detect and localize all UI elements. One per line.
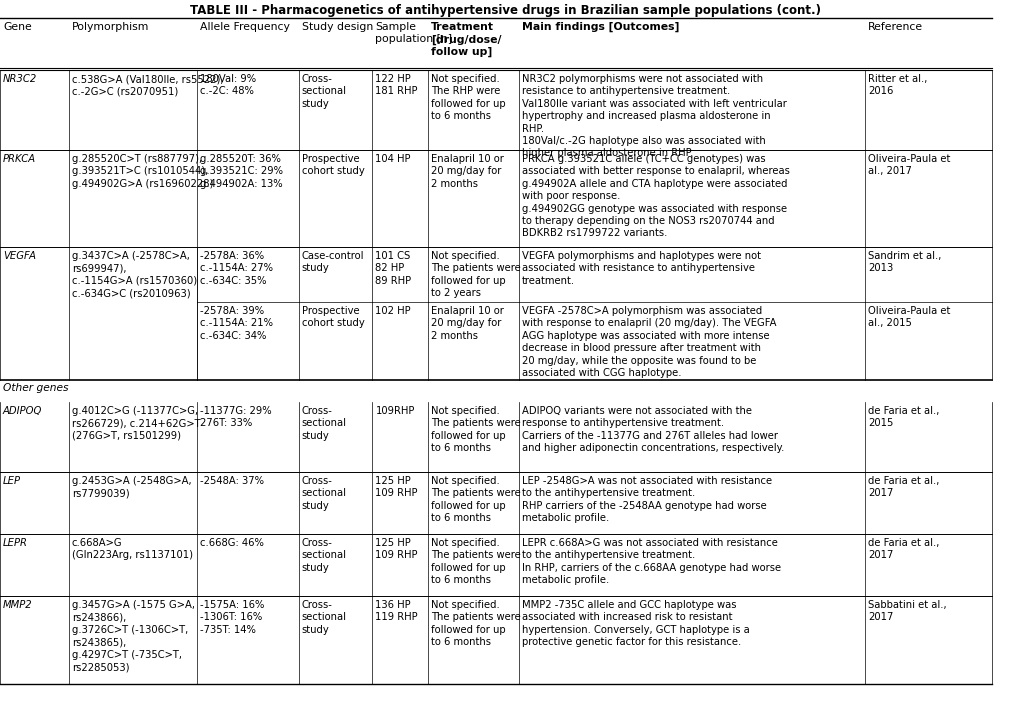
Text: Case-control
study: Case-control study	[301, 251, 364, 273]
Text: Sample
population [n]: Sample population [n]	[375, 22, 452, 44]
Text: 101 CS
82 HP
89 RHP: 101 CS 82 HP 89 RHP	[375, 251, 411, 286]
Text: PRKCA g.393521C allele (TC+CC genotypes) was
associated with better response to : PRKCA g.393521C allele (TC+CC genotypes)…	[522, 154, 790, 238]
Text: ADIPOQ variants were not associated with the
response to antihypertensive treatm: ADIPOQ variants were not associated with…	[522, 406, 784, 453]
Text: g.3437C>A (-2578C>A,
rs699947),
c.-1154G>A (rs1570360)
c.-634G>C (rs2010963): g.3437C>A (-2578C>A, rs699947), c.-1154G…	[72, 251, 197, 298]
Text: c.538G>A (Val180Ile, rs5522),
c.-2G>C (rs2070951): c.538G>A (Val180Ile, rs5522), c.-2G>C (r…	[72, 74, 223, 96]
Text: Not specified.
The patients were
followed for up
to 6 months: Not specified. The patients were followe…	[431, 538, 521, 585]
Text: -2578A: 39%
c.-1154A: 21%
c.-634C: 34%: -2578A: 39% c.-1154A: 21% c.-634C: 34%	[200, 306, 273, 341]
Text: LEP: LEP	[3, 476, 21, 486]
Text: Oliveira-Paula et
al., 2015: Oliveira-Paula et al., 2015	[867, 306, 949, 329]
Text: Sandrim et al.,
2013: Sandrim et al., 2013	[867, 251, 940, 273]
Text: Prospective
cohort study: Prospective cohort study	[301, 306, 364, 329]
Text: LEPR: LEPR	[3, 538, 28, 548]
Text: -2578A: 36%
c.-1154A: 27%
c.-634C: 35%: -2578A: 36% c.-1154A: 27% c.-634C: 35%	[200, 251, 273, 286]
Text: Gene: Gene	[3, 22, 31, 32]
Text: 180Val: 9%
c.-2C: 48%: 180Val: 9% c.-2C: 48%	[200, 74, 256, 96]
Text: Not specified.
The patients were
followed for up
to 6 months: Not specified. The patients were followe…	[431, 476, 521, 523]
Text: Allele Frequency: Allele Frequency	[200, 22, 290, 32]
Text: Polymorphism: Polymorphism	[72, 22, 149, 32]
Text: Main findings [Outcomes]: Main findings [Outcomes]	[522, 22, 678, 32]
Text: 125 HP
109 RHP: 125 HP 109 RHP	[375, 538, 418, 560]
Text: Cross-
sectional
study: Cross- sectional study	[301, 476, 346, 511]
Text: -1575A: 16%
-1306T: 16%
-735T: 14%: -1575A: 16% -1306T: 16% -735T: 14%	[200, 600, 265, 635]
Text: ADIPOQ: ADIPOQ	[3, 406, 42, 416]
Text: Cross-
sectional
study: Cross- sectional study	[301, 600, 346, 635]
Text: Enalapril 10 or
20 mg/day for
2 months: Enalapril 10 or 20 mg/day for 2 months	[431, 154, 503, 189]
Text: g.4012C>G (-11377C>G,
rs266729), c.214+62G>T
(276G>T, rs1501299): g.4012C>G (-11377C>G, rs266729), c.214+6…	[72, 406, 200, 441]
Text: VEGFA polymorphisms and haplotypes were not
associated with resistance to antihy: VEGFA polymorphisms and haplotypes were …	[522, 251, 760, 286]
Text: Cross-
sectional
study: Cross- sectional study	[301, 538, 346, 573]
Text: Ritter et al.,
2016: Ritter et al., 2016	[867, 74, 927, 96]
Text: Not specified.
The patients were
followed for up
to 2 years: Not specified. The patients were followe…	[431, 251, 521, 298]
Text: -11377G: 29%
276T: 33%: -11377G: 29% 276T: 33%	[200, 406, 272, 429]
Text: PRKCA: PRKCA	[3, 154, 36, 164]
Text: -2548A: 37%: -2548A: 37%	[200, 476, 264, 486]
Text: g.2453G>A (-2548G>A,
rs7799039): g.2453G>A (-2548G>A, rs7799039)	[72, 476, 191, 498]
Text: LEP -2548G>A was not associated with resistance
to the antihypertensive treatmen: LEP -2548G>A was not associated with res…	[522, 476, 771, 523]
Text: c.668A>G
(Gln223Arg, rs1137101): c.668A>G (Gln223Arg, rs1137101)	[72, 538, 193, 560]
Text: LEPR c.668A>G was not associated with resistance
to the antihypertensive treatme: LEPR c.668A>G was not associated with re…	[522, 538, 780, 585]
Text: Oliveira-Paula et
al., 2017: Oliveira-Paula et al., 2017	[867, 154, 949, 176]
Text: c.668G: 46%: c.668G: 46%	[200, 538, 264, 548]
Text: MMP2 -735C allele and GCC haplotype was
associated with increased risk to resist: MMP2 -735C allele and GCC haplotype was …	[522, 600, 749, 647]
Text: Reference: Reference	[867, 22, 922, 32]
Text: g.3457G>A (-1575 G>A,
rs243866),
g.3726C>T (-1306C>T,
rs243865),
g.4297C>T (-735: g.3457G>A (-1575 G>A, rs243866), g.3726C…	[72, 600, 195, 672]
Text: 122 HP
181 RHP: 122 HP 181 RHP	[375, 74, 418, 96]
Text: 102 HP: 102 HP	[375, 306, 410, 316]
Text: VEGFA -2578C>A polymorphism was associated
with response to enalapril (20 mg/day: VEGFA -2578C>A polymorphism was associat…	[522, 306, 775, 378]
Text: Other genes: Other genes	[3, 383, 69, 393]
Text: de Faria et al.,
2015: de Faria et al., 2015	[867, 406, 938, 429]
Text: VEGFA: VEGFA	[3, 251, 36, 261]
Text: Not specified.
The RHP were
followed for up
to 6 months: Not specified. The RHP were followed for…	[431, 74, 506, 121]
Text: Sabbatini et al.,
2017: Sabbatini et al., 2017	[867, 600, 946, 622]
Text: 104 HP: 104 HP	[375, 154, 410, 164]
Text: de Faria et al.,
2017: de Faria et al., 2017	[867, 538, 938, 560]
Text: Enalapril 10 or
20 mg/day for
2 months: Enalapril 10 or 20 mg/day for 2 months	[431, 306, 503, 341]
Text: Treatment
[drug/dose/
follow up]: Treatment [drug/dose/ follow up]	[431, 22, 501, 57]
Text: TABLE III - Pharmacogenetics of antihypertensive drugs in Brazilian sample popul: TABLE III - Pharmacogenetics of antihype…	[190, 4, 821, 17]
Text: Cross-
sectional
study: Cross- sectional study	[301, 74, 346, 109]
Text: Cross-
sectional
study: Cross- sectional study	[301, 406, 346, 441]
Text: MMP2: MMP2	[3, 600, 32, 610]
Text: 109RHP: 109RHP	[375, 406, 415, 416]
Text: NR3C2: NR3C2	[3, 74, 37, 84]
Text: Study design: Study design	[301, 22, 372, 32]
Text: g.285520T: 36%
g.393521C: 29%
g.494902A: 13%: g.285520T: 36% g.393521C: 29% g.494902A:…	[200, 154, 283, 189]
Text: Not specified.
The patients were
followed for up
to 6 months: Not specified. The patients were followe…	[431, 406, 521, 453]
Text: NR3C2 polymorphisms were not associated with
resistance to antihypertensive trea: NR3C2 polymorphisms were not associated …	[522, 74, 787, 158]
Text: Not specified.
The patients were
followed for up
to 6 months: Not specified. The patients were followe…	[431, 600, 521, 647]
Text: 136 HP
119 RHP: 136 HP 119 RHP	[375, 600, 418, 622]
Text: Prospective
cohort study: Prospective cohort study	[301, 154, 364, 176]
Text: 125 HP
109 RHP: 125 HP 109 RHP	[375, 476, 418, 498]
Text: g.285520C>T (rs887797),
g.393521T>C (rs1010544),
g.494902G>A (rs16960228): g.285520C>T (rs887797), g.393521T>C (rs1…	[72, 154, 213, 189]
Text: de Faria et al.,
2017: de Faria et al., 2017	[867, 476, 938, 498]
